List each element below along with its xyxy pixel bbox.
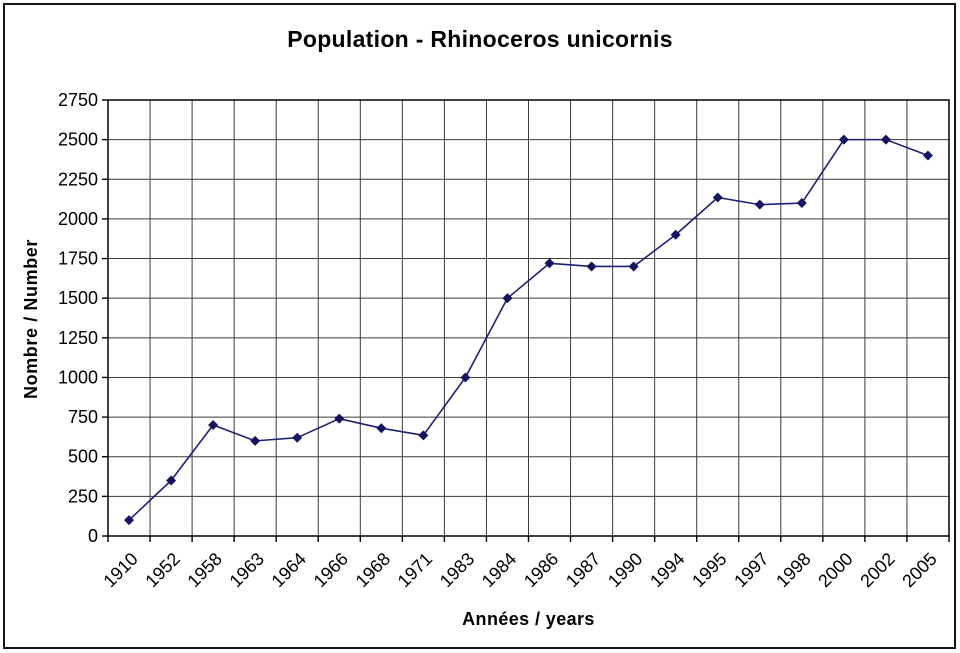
data-point-marker xyxy=(754,199,765,210)
data-point-marker xyxy=(628,261,639,272)
y-tick-label: 0 xyxy=(88,526,98,546)
x-tick-label: 1994 xyxy=(646,549,688,591)
x-tick-label: 1990 xyxy=(604,549,646,591)
x-axis-title: Années / years xyxy=(462,609,595,629)
data-point-marker xyxy=(502,293,513,304)
x-tick-label: 1958 xyxy=(183,549,225,591)
data-point-marker xyxy=(796,198,807,209)
data-point-marker xyxy=(712,192,723,203)
x-tick-label: 1966 xyxy=(310,549,352,591)
data-point-marker xyxy=(124,515,135,526)
x-tick-label: 1952 xyxy=(141,549,183,591)
y-tick-label: 750 xyxy=(68,407,98,427)
y-tick-label: 1250 xyxy=(58,328,98,348)
y-tick-label: 2750 xyxy=(58,90,98,110)
data-point-marker xyxy=(376,423,387,434)
data-point-marker xyxy=(292,432,303,443)
x-tick-label: 1968 xyxy=(352,549,394,591)
data-point-marker xyxy=(838,134,849,145)
x-tick-label: 1995 xyxy=(688,549,730,591)
x-tick-label: 2002 xyxy=(856,549,898,591)
data-point-marker xyxy=(880,134,891,145)
data-point-marker xyxy=(544,258,555,269)
x-tick-label: 1964 xyxy=(268,549,310,591)
y-tick-label: 2250 xyxy=(58,169,98,189)
y-tick-label: 1000 xyxy=(58,367,98,387)
x-tick-label: 2000 xyxy=(814,549,856,591)
data-point-marker xyxy=(418,430,429,441)
data-point-marker xyxy=(208,420,219,431)
y-tick-label: 500 xyxy=(68,447,98,467)
y-tick-label: 250 xyxy=(68,486,98,506)
series-line xyxy=(128,138,929,521)
x-tick-label: 2005 xyxy=(898,549,940,591)
data-point-marker xyxy=(250,435,261,446)
y-tick-label: 2000 xyxy=(58,209,98,229)
data-point-marker xyxy=(334,413,345,424)
x-tick-label: 1984 xyxy=(478,549,520,591)
x-tick-label: 1986 xyxy=(520,549,562,591)
data-point-marker xyxy=(922,150,933,161)
data-point-marker xyxy=(670,229,681,240)
data-point-marker xyxy=(166,475,177,486)
y-tick-label: 1750 xyxy=(58,249,98,269)
x-tick-label: 1997 xyxy=(730,549,772,591)
plot-border xyxy=(107,99,950,537)
x-tick-label: 1998 xyxy=(772,549,814,591)
data-point-marker xyxy=(586,261,597,272)
x-tick-label: 1910 xyxy=(99,549,141,591)
chart-title: Population - Rhinoceros unicornis xyxy=(287,26,673,52)
x-tick-label: 1983 xyxy=(436,549,478,591)
y-tick-label: 2500 xyxy=(58,130,98,150)
x-tick-label: 1963 xyxy=(226,549,268,591)
y-tick-label: 1500 xyxy=(58,288,98,308)
x-tick-label: 1987 xyxy=(562,549,604,591)
data-point-marker xyxy=(460,372,471,383)
x-tick-label: 1971 xyxy=(394,549,436,591)
